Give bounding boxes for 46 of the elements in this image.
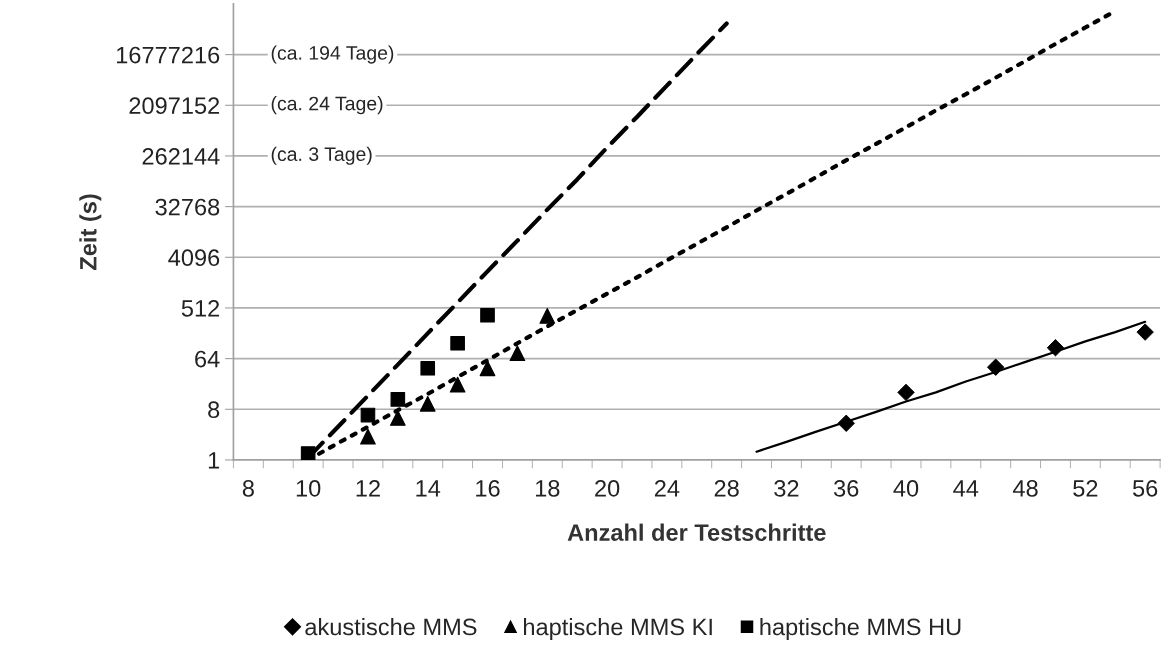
legend-label: akustische MMS xyxy=(305,617,477,636)
x-tick-label: 14 xyxy=(416,480,441,497)
y-tick-label: 4096 xyxy=(168,249,220,267)
point xyxy=(419,395,436,412)
x-tick-label: 40 xyxy=(893,480,919,497)
x-tick-label: 20 xyxy=(595,480,620,497)
point xyxy=(480,307,495,323)
point xyxy=(420,360,436,376)
x-axis-title: Anzahl der Testschritte xyxy=(567,523,826,541)
legend-label: haptische MMS KI xyxy=(524,617,712,640)
x-tick-label: 16 xyxy=(476,480,500,497)
y-tick-label: 32768 xyxy=(155,198,220,216)
annotation: (ca. 3 Tage) xyxy=(271,146,372,165)
point xyxy=(509,345,526,362)
x-tick-label: 44 xyxy=(953,480,979,497)
x-tick-label: 8 xyxy=(242,480,254,497)
legend-label: haptische MMS HU xyxy=(760,617,961,640)
point xyxy=(389,410,406,426)
point xyxy=(539,307,556,324)
point xyxy=(450,335,465,351)
point xyxy=(300,446,316,460)
y-tick-label: 2097152 xyxy=(129,97,220,115)
y-tick-label: 8 xyxy=(208,401,220,419)
x-tick-label: 48 xyxy=(1012,480,1038,497)
x-tick-label: 12 xyxy=(356,480,380,497)
x-tick-label: 10 xyxy=(296,480,321,497)
x-tick-label: 32 xyxy=(774,480,799,497)
x-tick-label: 56 xyxy=(1132,480,1158,497)
annotation: (ca. 194 Tage) xyxy=(271,45,394,64)
y-axis-title: Zeit (s) xyxy=(79,194,102,270)
annotation: (ca. 24 Tage) xyxy=(271,96,383,115)
x-tick-label: 28 xyxy=(714,480,739,497)
y-tick-label: 262144 xyxy=(142,148,220,165)
point xyxy=(479,360,496,377)
x-tick-label: 52 xyxy=(1073,480,1098,497)
point xyxy=(390,392,406,407)
y-tick-label: 512 xyxy=(181,300,220,317)
x-tick-label: 24 xyxy=(654,480,680,497)
y-tick-label: 64 xyxy=(195,350,220,368)
y-tick-label: 1 xyxy=(208,452,220,469)
point xyxy=(449,376,466,393)
point xyxy=(360,407,376,423)
y-tick-label: 16777216 xyxy=(116,46,220,64)
x-tick-label: 18 xyxy=(535,480,560,497)
x-tick-label: 36 xyxy=(834,480,859,497)
point xyxy=(360,428,376,445)
